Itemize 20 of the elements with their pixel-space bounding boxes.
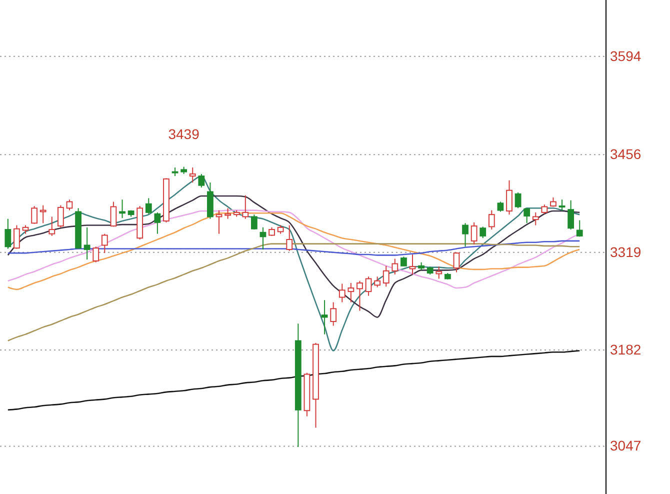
candlestick	[409, 254, 416, 275]
y-tick-label: 3456	[610, 146, 642, 162]
y-tick-label: 3594	[610, 48, 642, 64]
candlestick	[189, 167, 196, 183]
candlestick	[294, 323, 302, 448]
y-tick-label: 3319	[610, 244, 642, 260]
line-series	[7, 195, 580, 318]
y-tick-label: 3047	[610, 438, 642, 454]
line-series	[7, 240, 580, 256]
candlestick	[119, 199, 126, 219]
candlestick	[84, 226, 90, 260]
y-tick-label: 3182	[610, 341, 642, 358]
candlestick	[348, 282, 354, 303]
candlestick	[321, 300, 328, 335]
candlestick	[260, 226, 266, 250]
annotation: 3439	[168, 126, 200, 142]
line-series	[7, 350, 580, 411]
candlestick	[40, 204, 46, 224]
candlestick	[330, 302, 337, 326]
candlestick	[436, 266, 442, 280]
